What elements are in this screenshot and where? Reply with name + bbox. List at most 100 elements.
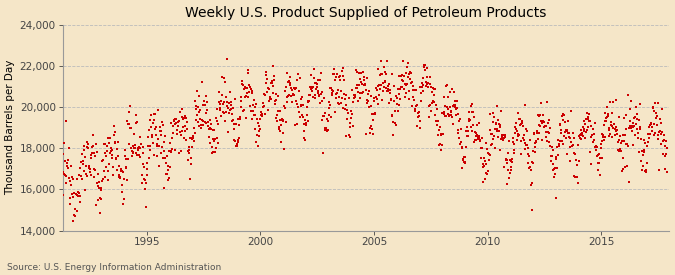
Point	[239, 87, 250, 91]
Point	[356, 91, 367, 95]
Point	[74, 165, 85, 170]
Point	[128, 150, 138, 155]
Point	[614, 114, 624, 119]
Point	[609, 122, 620, 126]
Point	[234, 136, 244, 141]
Point	[238, 82, 248, 87]
Point	[465, 117, 476, 122]
Point	[117, 202, 128, 207]
Point	[315, 78, 325, 82]
Point	[547, 162, 558, 166]
Point	[381, 72, 392, 76]
Point	[545, 154, 556, 159]
Point	[273, 94, 284, 98]
Point	[187, 145, 198, 149]
Point	[628, 124, 639, 128]
Point	[446, 109, 456, 113]
Point	[425, 84, 436, 89]
Point	[660, 144, 671, 148]
Point	[640, 169, 651, 174]
Point	[383, 101, 394, 105]
Point	[253, 129, 264, 133]
Point	[493, 118, 504, 122]
Point	[340, 134, 351, 139]
Point	[221, 100, 232, 104]
Point	[218, 111, 229, 116]
Point	[80, 188, 90, 192]
Point	[629, 133, 640, 137]
Point	[194, 124, 205, 129]
Point	[157, 145, 167, 149]
Point	[306, 73, 317, 77]
Point	[117, 183, 128, 188]
Point	[177, 129, 188, 133]
Point	[603, 133, 614, 138]
Point	[105, 150, 115, 155]
Point	[533, 112, 543, 117]
Point	[628, 143, 639, 148]
Point	[522, 151, 533, 156]
Point	[171, 132, 182, 137]
Point	[101, 144, 112, 148]
Point	[416, 98, 427, 103]
Point	[281, 94, 292, 99]
Point	[608, 100, 618, 104]
Point	[530, 150, 541, 155]
Point	[200, 94, 211, 99]
Point	[199, 103, 210, 107]
Point	[510, 131, 520, 136]
Point	[269, 78, 279, 82]
Point	[269, 102, 280, 106]
Point	[592, 153, 603, 158]
Point	[224, 89, 235, 94]
Point	[110, 130, 121, 134]
Point	[118, 170, 129, 175]
Point	[505, 171, 516, 175]
Point	[427, 90, 437, 94]
Point	[344, 120, 355, 125]
Point	[452, 99, 462, 103]
Point	[520, 147, 531, 152]
Point	[55, 186, 66, 191]
Point	[100, 175, 111, 179]
Point	[546, 158, 557, 163]
Point	[641, 170, 651, 174]
Point	[296, 95, 307, 99]
Point	[600, 119, 611, 123]
Point	[52, 200, 63, 204]
Point	[114, 175, 125, 180]
Point	[325, 115, 336, 120]
Point	[407, 87, 418, 92]
Point	[651, 115, 661, 120]
Point	[470, 131, 481, 135]
Point	[541, 100, 552, 104]
Point	[630, 105, 641, 109]
Point	[518, 136, 529, 140]
Point	[555, 139, 566, 144]
Point	[527, 148, 538, 153]
Point	[392, 87, 403, 91]
Point	[398, 59, 408, 63]
Point	[132, 120, 142, 124]
Point	[421, 79, 431, 84]
Point	[639, 141, 650, 145]
Point	[104, 141, 115, 145]
Point	[651, 114, 662, 119]
Point	[453, 131, 464, 135]
Point	[560, 120, 570, 125]
Point	[385, 88, 396, 93]
Point	[542, 121, 553, 125]
Point	[436, 132, 447, 137]
Point	[593, 153, 603, 157]
Point	[483, 169, 493, 173]
Point	[362, 91, 373, 96]
Point	[335, 74, 346, 78]
Point	[637, 153, 648, 157]
Point	[395, 97, 406, 101]
Point	[209, 150, 220, 154]
Point	[90, 154, 101, 159]
Point	[526, 208, 537, 212]
Point	[634, 102, 645, 106]
Point	[580, 135, 591, 140]
Point	[533, 131, 544, 135]
